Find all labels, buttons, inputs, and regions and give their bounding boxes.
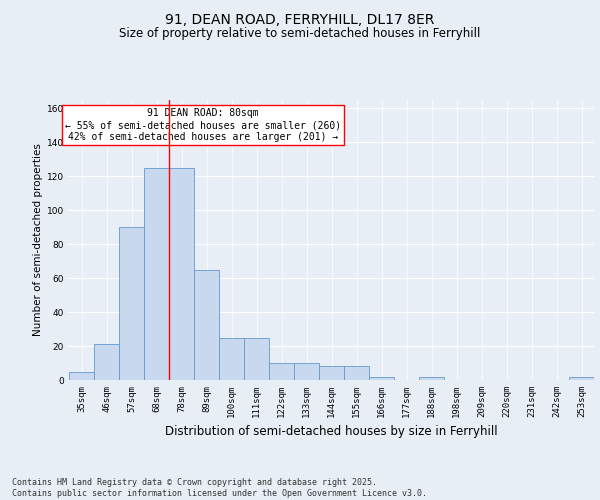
Bar [144, 168, 169, 380]
Bar [119, 228, 144, 380]
Bar [194, 270, 219, 380]
Bar [244, 338, 269, 380]
Text: 91 DEAN ROAD: 80sqm
← 55% of semi-detached houses are smaller (260)
42% of semi-: 91 DEAN ROAD: 80sqm ← 55% of semi-detach… [65, 108, 341, 142]
Text: 91, DEAN ROAD, FERRYHILL, DL17 8ER: 91, DEAN ROAD, FERRYHILL, DL17 8ER [166, 12, 434, 26]
Bar [369, 376, 394, 380]
Bar [94, 344, 119, 380]
Bar [419, 376, 444, 380]
Bar [569, 376, 594, 380]
Bar [344, 366, 369, 380]
Bar [269, 363, 294, 380]
Bar [69, 372, 94, 380]
Bar [169, 168, 194, 380]
Bar [319, 366, 344, 380]
Text: Contains HM Land Registry data © Crown copyright and database right 2025.
Contai: Contains HM Land Registry data © Crown c… [12, 478, 427, 498]
Bar [219, 338, 244, 380]
Bar [294, 363, 319, 380]
Text: Size of property relative to semi-detached houses in Ferryhill: Size of property relative to semi-detach… [119, 28, 481, 40]
X-axis label: Distribution of semi-detached houses by size in Ferryhill: Distribution of semi-detached houses by … [165, 426, 498, 438]
Y-axis label: Number of semi-detached properties: Number of semi-detached properties [33, 144, 43, 336]
